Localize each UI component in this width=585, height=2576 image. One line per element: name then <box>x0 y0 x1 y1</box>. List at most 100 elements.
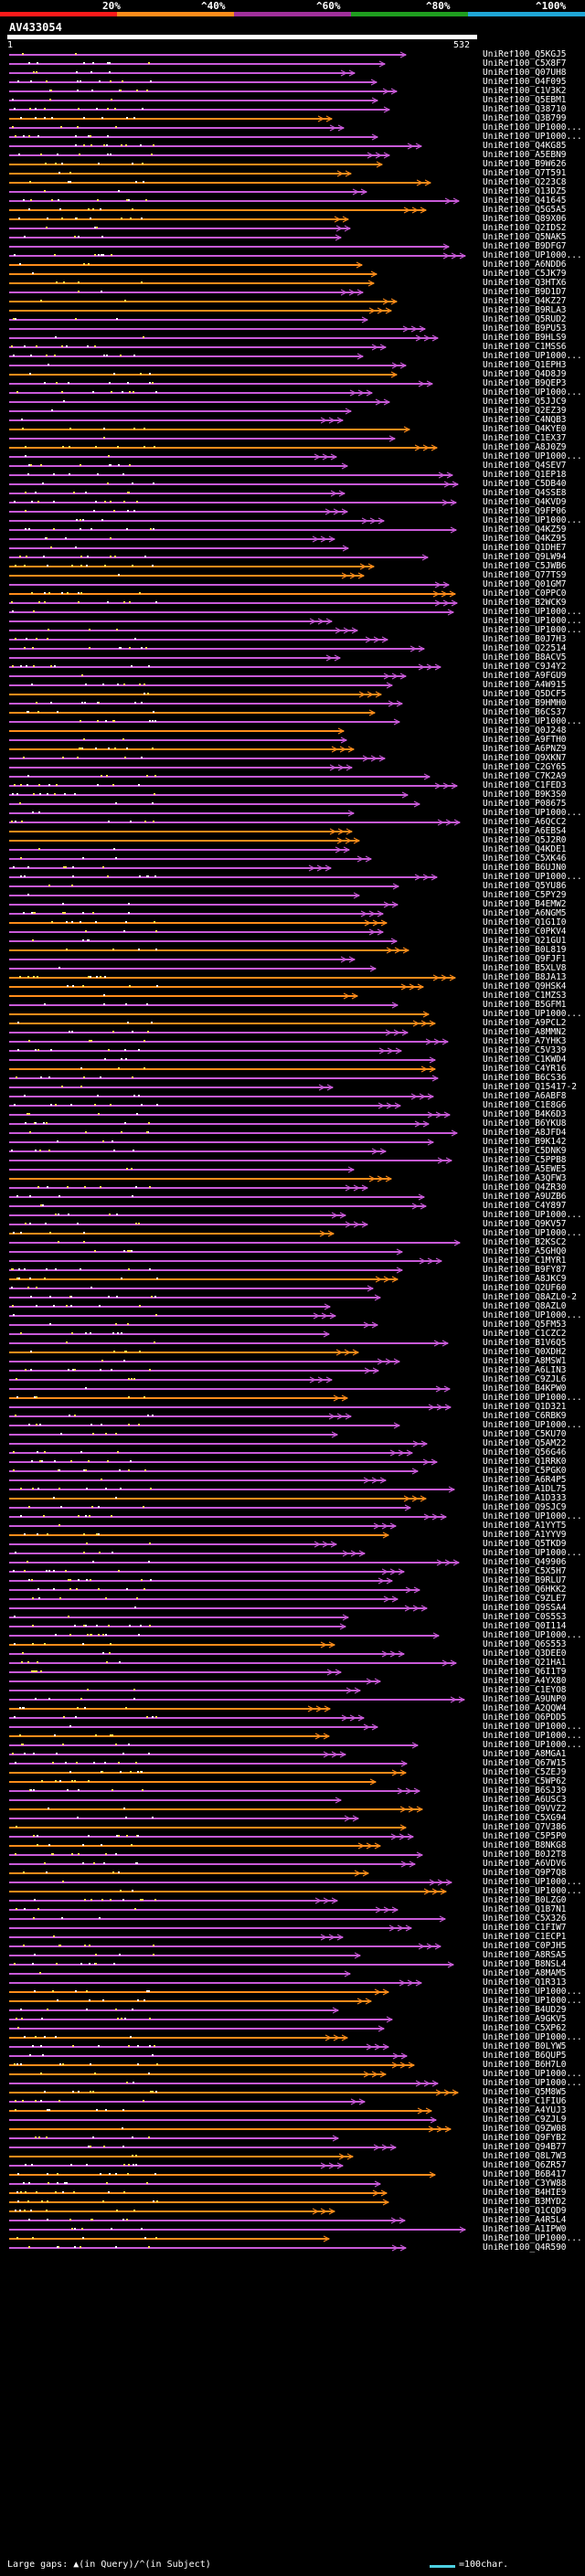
hit-label[interactable]: UniRef100_A9UNP0 <box>483 1695 567 1704</box>
hit-label[interactable]: UniRef100_UP1000... <box>483 1631 582 1640</box>
hit-label[interactable]: UniRef100_C5XG94 <box>483 1814 567 1823</box>
hit-label[interactable]: UniRef100_B1V6Q5 <box>483 1339 567 1348</box>
hit-label[interactable]: UniRef100_Q5JJC9 <box>483 398 567 407</box>
hit-label[interactable]: UniRef100_Q5AM22 <box>483 1439 567 1448</box>
hit-label[interactable]: UniRef100_Q4SSE8 <box>483 489 567 498</box>
hit-label[interactable]: UniRef100_Q8L7W3 <box>483 2152 567 2161</box>
hit-label[interactable]: UniRef100_B2KSC2 <box>483 1238 567 1247</box>
hit-label[interactable]: UniRef100_B0L819 <box>483 946 567 955</box>
hit-label[interactable]: UniRef100_Q07UH8 <box>483 69 567 78</box>
hit-label[interactable]: UniRef100_UP1000... <box>483 2234 582 2243</box>
hit-label[interactable]: UniRef100_Q4KDE1 <box>483 845 567 854</box>
hit-label[interactable]: UniRef100_C5P5P0 <box>483 1832 567 1841</box>
hit-label[interactable]: UniRef100_A3QFW3 <box>483 1174 567 1183</box>
hit-label[interactable]: UniRef100_Q5J2R0 <box>483 836 567 845</box>
hit-label[interactable]: UniRef100_C5ZEJ9 <box>483 1768 567 1777</box>
hit-label[interactable]: UniRef100_UP1000... <box>483 717 582 726</box>
hit-label[interactable]: UniRef100_UP1000... <box>483 251 582 260</box>
hit-label[interactable]: UniRef100_Q6PDD5 <box>483 1713 567 1723</box>
hit-label[interactable]: UniRef100_Q1R313 <box>483 1978 567 1988</box>
hit-label[interactable]: UniRef100_A6QCC2 <box>483 818 567 827</box>
hit-label[interactable]: UniRef100_Q56G46 <box>483 1448 567 1458</box>
hit-label[interactable]: UniRef100_C1ECP1 <box>483 1933 567 1942</box>
hit-label[interactable]: UniRef100_Q1B7N1 <box>483 1905 567 1914</box>
hit-label[interactable]: UniRef100_Q1RRK0 <box>483 1458 567 1467</box>
hit-label[interactable]: UniRef100_A4YUJ3 <box>483 2106 567 2115</box>
hit-label[interactable]: UniRef100_A7YHK3 <box>483 1037 567 1046</box>
hit-label[interactable]: UniRef100_A9PCL2 <box>483 1019 567 1028</box>
hit-label[interactable]: UniRef100_A8MMN2 <box>483 1028 567 1037</box>
hit-label[interactable]: UniRef100_C5JWB6 <box>483 562 567 571</box>
hit-label[interactable]: UniRef100_A8MSW1 <box>483 1357 567 1366</box>
hit-label[interactable]: UniRef100_B9PU53 <box>483 324 567 334</box>
hit-label[interactable]: UniRef100_B0J2T8 <box>483 1850 567 1860</box>
hit-label[interactable]: UniRef100_A8MAM5 <box>483 1969 567 1978</box>
hit-label[interactable]: UniRef100_B9DFG7 <box>483 242 567 251</box>
hit-label[interactable]: UniRef100_B2WCK9 <box>483 599 567 608</box>
hit-label[interactable]: UniRef100_C1EX37 <box>483 434 567 443</box>
hit-label[interactable]: UniRef100_C5XK46 <box>483 854 567 864</box>
hit-label[interactable]: UniRef100_Q9P7Q8 <box>483 1869 567 1878</box>
hit-label[interactable]: UniRef100_B4K6D3 <box>483 1110 567 1119</box>
hit-label[interactable]: UniRef100_P08675 <box>483 800 567 809</box>
hit-label[interactable]: UniRef100_Q5YU86 <box>483 882 567 891</box>
hit-label[interactable]: UniRef100_Q0I114 <box>483 1622 567 1631</box>
hit-label[interactable]: UniRef100_A9UZB6 <box>483 1193 567 1202</box>
hit-label[interactable]: UniRef100_A5EBN9 <box>483 151 567 160</box>
hit-label[interactable]: UniRef100_Q4SEV7 <box>483 461 567 471</box>
hit-label[interactable]: UniRef100_B8JA13 <box>483 973 567 982</box>
hit-label[interactable]: UniRef100_O4F095 <box>483 78 567 87</box>
hit-label[interactable]: UniRef100_C5V339 <box>483 1046 567 1055</box>
hit-label[interactable]: UniRef100_B9RLU7 <box>483 1576 567 1585</box>
hit-label[interactable]: UniRef100_Q1CQD9 <box>483 2207 567 2216</box>
hit-label[interactable]: UniRef100_C6RBK9 <box>483 1412 567 1421</box>
hit-label[interactable]: UniRef100_Q01GM7 <box>483 580 567 589</box>
hit-label[interactable]: UniRef100_B6B417 <box>483 2170 567 2179</box>
hit-label[interactable]: UniRef100_Q5G5A5 <box>483 206 567 215</box>
hit-label[interactable]: UniRef100_B9FY87 <box>483 1266 567 1275</box>
hit-label[interactable]: UniRef100_Q7V386 <box>483 1823 567 1832</box>
hit-label[interactable]: UniRef100_A4W915 <box>483 681 567 690</box>
hit-label[interactable]: UniRef100_A6LIN3 <box>483 1366 567 1375</box>
hit-label[interactable]: UniRef100_Q4KZ59 <box>483 525 567 535</box>
hit-label[interactable]: UniRef100_C5KU70 <box>483 1430 567 1439</box>
hit-label[interactable]: UniRef100_C5JK79 <box>483 270 567 279</box>
hit-label[interactable]: UniRef100_Q3B799 <box>483 114 567 123</box>
hit-label[interactable]: UniRef100_C5PPB8 <box>483 1156 567 1165</box>
hit-label[interactable]: UniRef100_C1MSS6 <box>483 343 567 352</box>
hit-label[interactable]: UniRef100_A4YX80 <box>483 1677 567 1686</box>
hit-label[interactable]: UniRef100_UP1000... <box>483 1421 582 1430</box>
hit-label[interactable]: UniRef100_Q5TKD9 <box>483 1540 567 1549</box>
hit-label[interactable]: UniRef100_C1CZC2 <box>483 1330 567 1339</box>
hit-label[interactable]: UniRef100_B0J7H3 <box>483 635 567 644</box>
hit-label[interactable]: UniRef100_B3MYD2 <box>483 2198 567 2207</box>
hit-label[interactable]: UniRef100_C4YR16 <box>483 1065 567 1074</box>
hit-label[interactable]: UniRef100_C1V3K2 <box>483 87 567 96</box>
hit-label[interactable]: UniRef100_B4HIE9 <box>483 2189 567 2198</box>
hit-label[interactable]: UniRef100_Q38710 <box>483 105 567 114</box>
hit-label[interactable]: UniRef100_C4Y897 <box>483 1202 567 1211</box>
hit-label[interactable]: UniRef100_Q22514 <box>483 644 567 653</box>
hit-label[interactable]: UniRef100_A6ABF8 <box>483 1092 567 1101</box>
hit-label[interactable]: UniRef100_C5PGK0 <box>483 1467 567 1476</box>
hit-label[interactable]: UniRef100_A6USC3 <box>483 1796 567 1805</box>
hit-label[interactable]: UniRef100_B0LYW5 <box>483 2042 567 2051</box>
hit-label[interactable]: UniRef100_Q5FM53 <box>483 1320 567 1330</box>
hit-label[interactable]: UniRef100_UP1000... <box>483 452 582 461</box>
hit-label[interactable]: UniRef100_B0LZG0 <box>483 1896 567 1905</box>
hit-label[interactable]: UniRef100_UP1000... <box>483 388 582 398</box>
hit-label[interactable]: UniRef100_A1YYT5 <box>483 1521 567 1531</box>
hit-label[interactable]: UniRef100_UP1000... <box>483 608 582 617</box>
hit-label[interactable]: UniRef100_A9GKV5 <box>483 2015 567 2024</box>
hit-label[interactable]: UniRef100_C9ZJL6 <box>483 1375 567 1384</box>
hit-label[interactable]: UniRef100_Q2UF60 <box>483 1284 567 1293</box>
hit-label[interactable]: UniRef100_A1D333 <box>483 1494 567 1503</box>
hit-label[interactable]: UniRef100_A4R5L4 <box>483 2216 567 2225</box>
hit-label[interactable]: UniRef100_Q4KYE0 <box>483 425 567 434</box>
hit-label[interactable]: UniRef100_UP1000... <box>483 1741 582 1750</box>
hit-label[interactable]: UniRef100_B6QUP5 <box>483 2051 567 2061</box>
hit-label[interactable]: UniRef100_C7K2A9 <box>483 772 567 781</box>
hit-label[interactable]: UniRef100_B9HMH0 <box>483 699 567 708</box>
hit-label[interactable]: UniRef100_B6CS37 <box>483 708 567 717</box>
hit-label[interactable]: UniRef100_B9K3S0 <box>483 790 567 800</box>
